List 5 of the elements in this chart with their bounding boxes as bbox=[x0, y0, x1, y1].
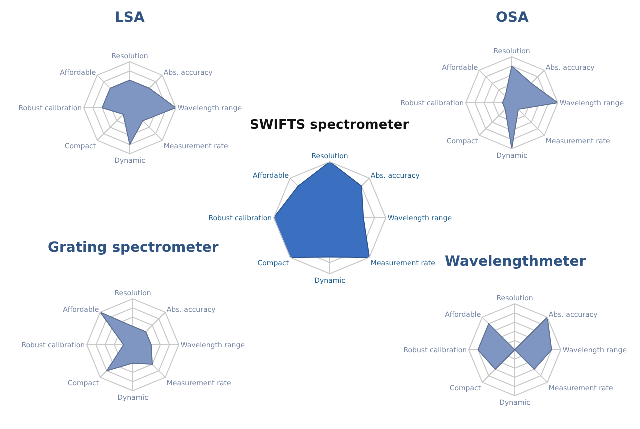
chart-title: LSA bbox=[115, 10, 146, 26]
chart-title: OSA bbox=[496, 10, 529, 26]
chart-title: SWIFTS spectrometer bbox=[250, 118, 410, 133]
chart-title: Grating spectrometer bbox=[48, 240, 219, 256]
chart-title: Wavelengthmeter bbox=[445, 254, 586, 270]
